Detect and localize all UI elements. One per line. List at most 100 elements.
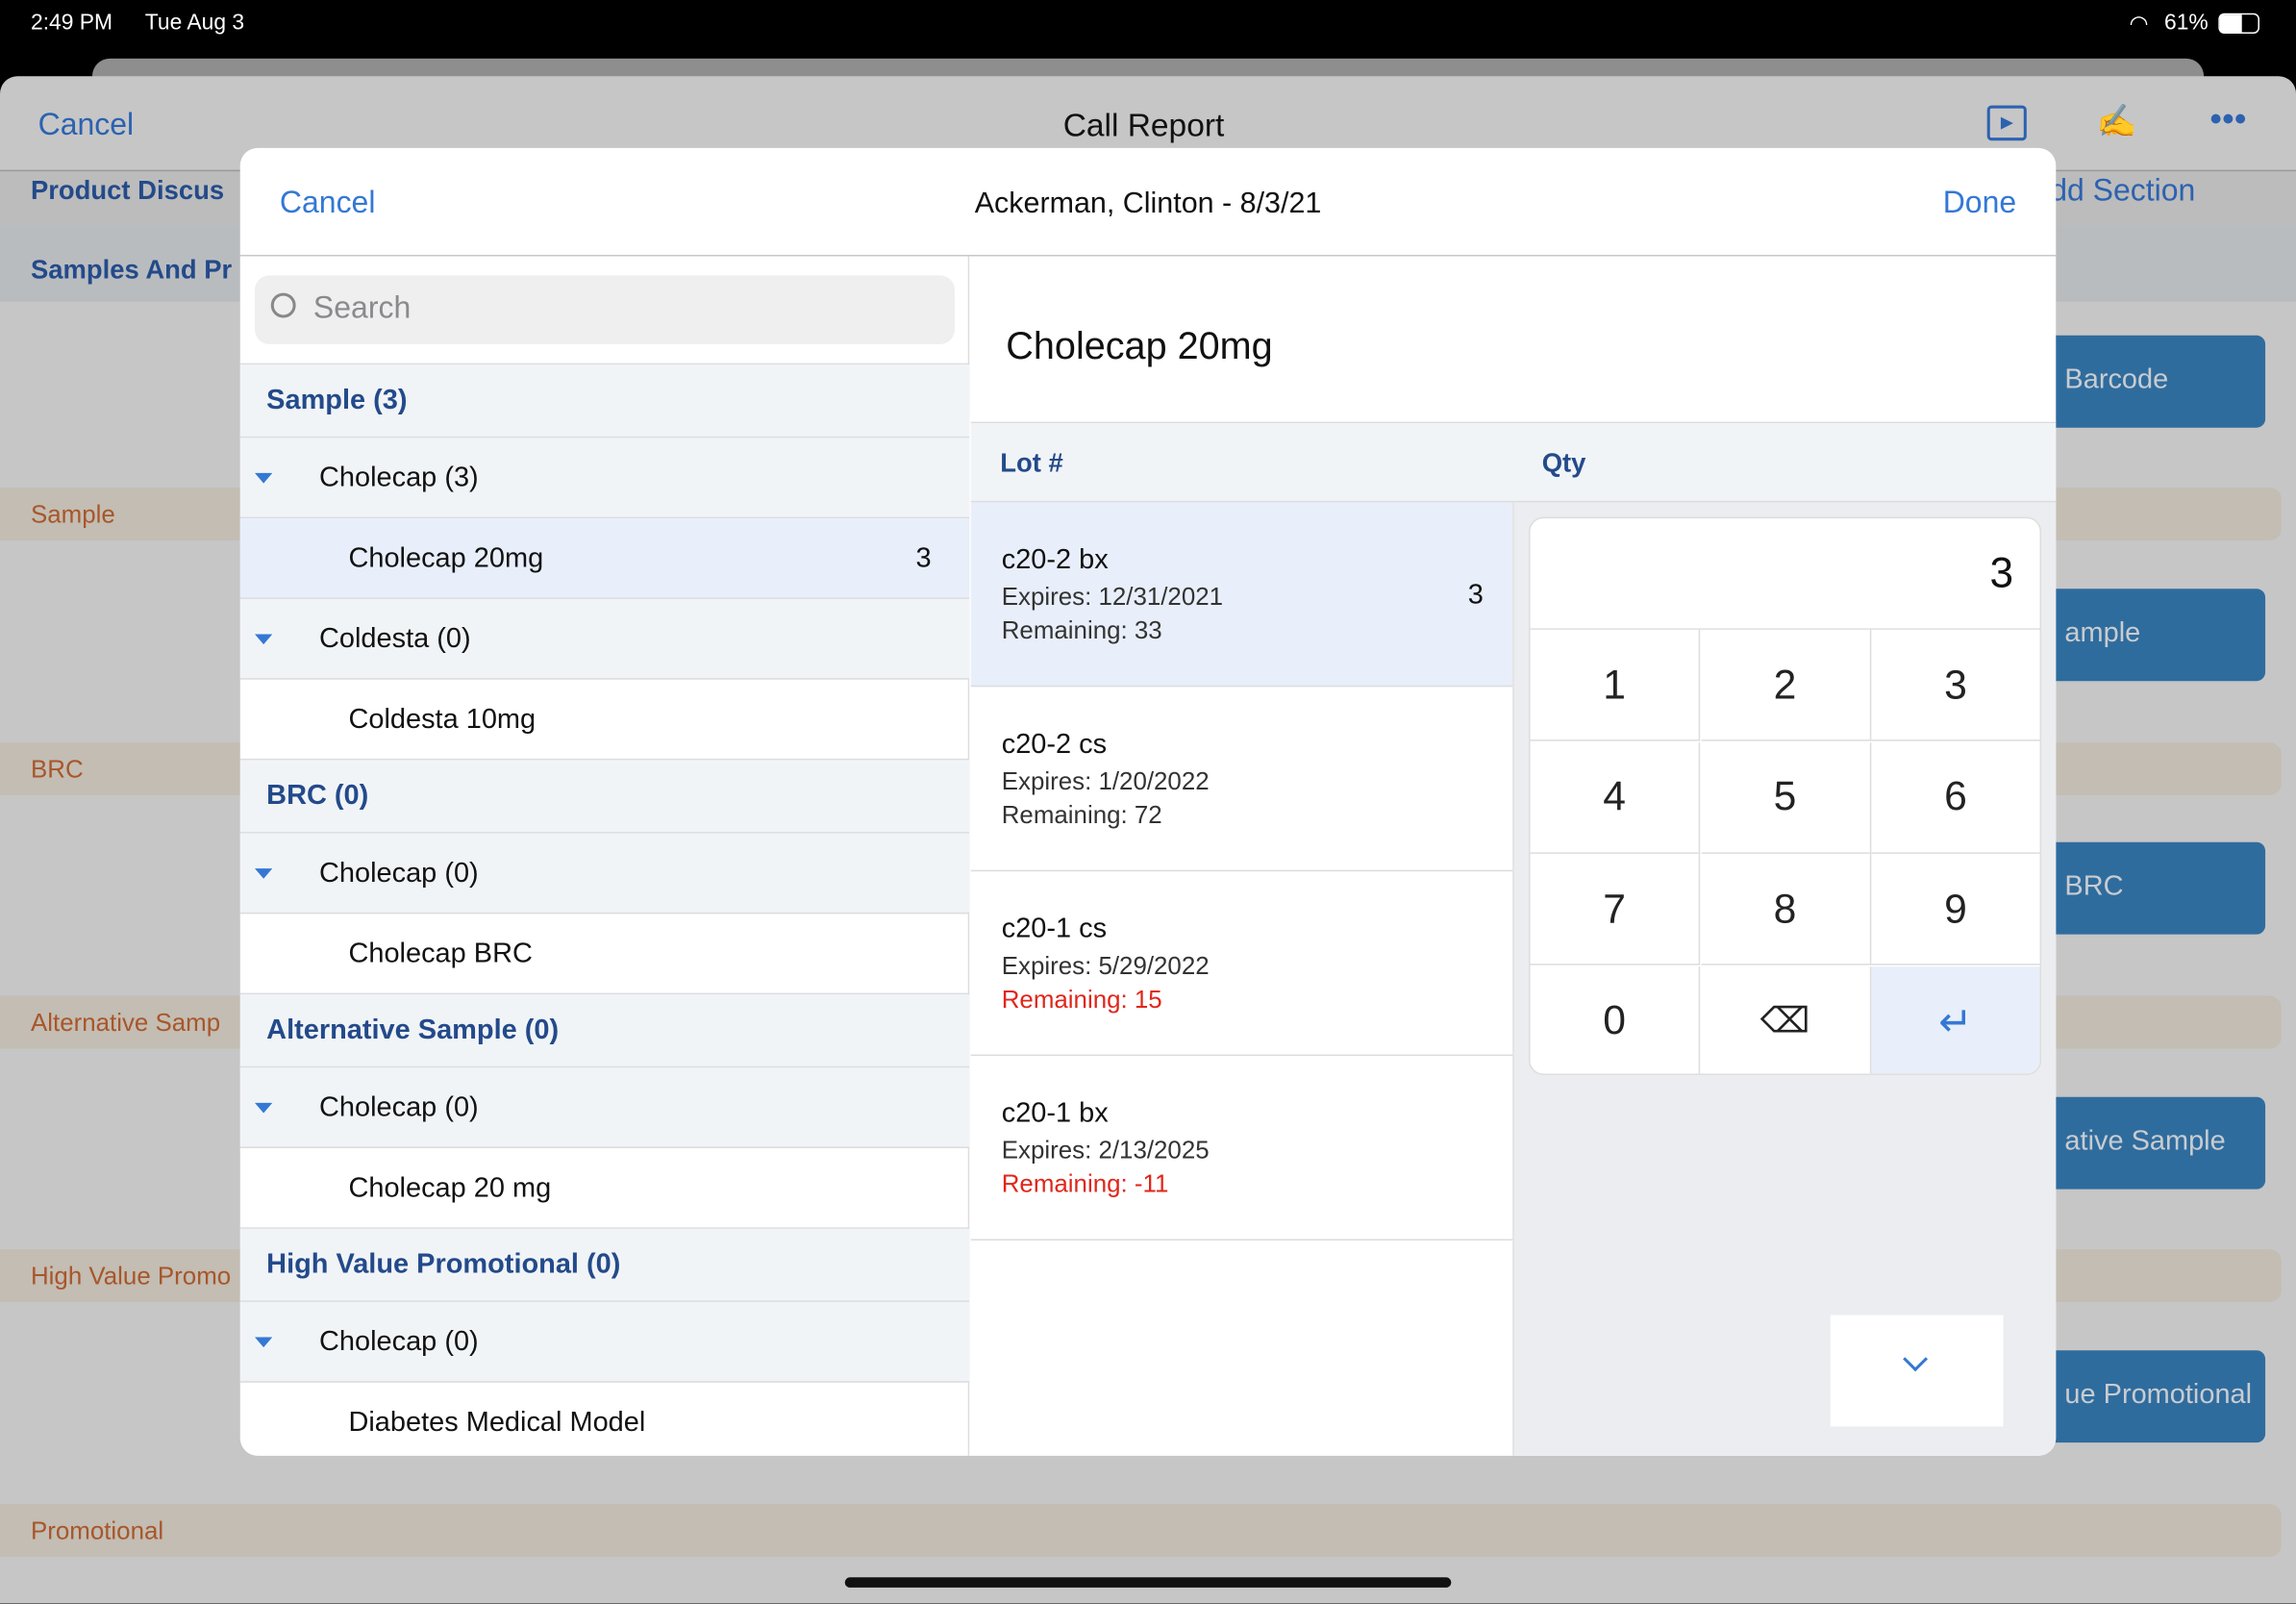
product-tree: Search Sample (3) Cholecap (3) Cholecap 20… <box>239 256 970 1456</box>
lot-name: c20-1 cs <box>1001 914 1108 945</box>
tree-group-header[interactable]: Sample (3) <box>239 364 970 439</box>
bg-promo-button[interactable]: ue Promotional <box>2020 1350 2266 1443</box>
sample-modal: Cancel Ackerman, Clinton - 8/3/21 Done S… <box>239 147 2057 1456</box>
tree-item-label: Diabetes Medical Model <box>348 1406 646 1438</box>
bg-cancel-button[interactable]: Cancel <box>37 108 135 142</box>
lot-list: c20-2 bx Expires: 12/31/2021 Remaining: … <box>970 502 1514 1456</box>
lot-column-header: Lot # <box>1000 448 1063 478</box>
tree-product-item[interactable]: Coldesta 10mg <box>239 680 970 761</box>
bg-alt-sample-button[interactable]: ative Sample <box>2020 1096 2266 1190</box>
disclosure-triangle-icon[interactable] <box>255 472 273 484</box>
tree-item-label: Cholecap (3) <box>319 462 479 493</box>
modal-header: Cancel Ackerman, Clinton - 8/3/21 Done <box>239 148 2057 257</box>
key-4[interactable]: 4 <box>1530 741 1701 854</box>
lot-row[interactable]: c20-2 cs Expires: 1/20/2022 Remaining: 7… <box>970 687 1513 872</box>
tree-item-label: BRC (0) <box>266 780 369 812</box>
lot-qty: 3 <box>1467 580 1484 612</box>
tree-item-label: Cholecap (0) <box>319 1326 479 1358</box>
lot-name: c20-1 bx <box>1001 1098 1109 1130</box>
keypad: 3 1 2 3 4 5 6 7 8 9 0 ⌫ ↵ <box>1529 516 2042 1075</box>
status-date: Tue Aug 3 <box>144 10 245 36</box>
tree-parent-item[interactable]: Cholecap (3) <box>239 438 970 519</box>
strip-label: Sample <box>30 500 115 529</box>
tree-parent-item[interactable]: Cholecap (0) <box>239 1301 970 1383</box>
key-8[interactable]: 8 <box>1700 853 1871 965</box>
lot-expires: Expires: 5/29/2022 <box>1001 951 1210 980</box>
chevron-down-icon <box>1903 1346 1929 1372</box>
lot-row[interactable]: c20-2 bx Expires: 12/31/2021 Remaining: … <box>970 502 1513 688</box>
tree-product-item[interactable]: Cholecap 20 mg <box>239 1148 970 1229</box>
strip-label: Promotional <box>30 1516 164 1545</box>
lot-row[interactable]: c20-1 bx Expires: 2/13/2025 Remaining: -… <box>970 1056 1513 1241</box>
keypad-panel: 3 1 2 3 4 5 6 7 8 9 0 ⌫ ↵ <box>1513 502 2057 1456</box>
tree-item-label: Sample (3) <box>266 385 408 416</box>
collapse-keypad-button[interactable] <box>1830 1315 2004 1427</box>
return-icon: ↵ <box>1938 997 1973 1044</box>
tree-parent-item[interactable]: Coldesta (0) <box>239 598 970 680</box>
tree-parent-item[interactable]: Cholecap (0) <box>239 1067 970 1149</box>
strip-label: Alternative Samp <box>30 1009 221 1038</box>
add-section-button[interactable]: dd Section <box>2050 174 2196 209</box>
key-3[interactable]: 3 <box>1871 629 2040 741</box>
tree-item-count: 3 <box>915 542 932 574</box>
lot-row[interactable]: c20-1 cs Expires: 5/29/2022 Remaining: 1… <box>970 871 1513 1057</box>
disclosure-triangle-icon[interactable] <box>255 1337 273 1348</box>
disclosure-triangle-icon[interactable] <box>255 634 273 645</box>
bg-strip: Promotional <box>0 1504 2282 1557</box>
home-indicator <box>844 1577 1452 1588</box>
bg-barcode-button[interactable]: Barcode <box>2020 335 2266 428</box>
bg-section-title: Samples And Pr <box>30 255 233 285</box>
key-7[interactable]: 7 <box>1530 853 1701 965</box>
tree-item-label: Coldesta (0) <box>319 623 471 655</box>
disclosure-triangle-icon[interactable] <box>255 1102 273 1114</box>
tree-item-label: Cholecap 20mg <box>348 542 544 574</box>
tree-item-label: Alternative Sample (0) <box>266 1015 560 1046</box>
tree-group-header[interactable]: High Value Promotional (0) <box>239 1228 970 1302</box>
battery-icon <box>2218 13 2259 35</box>
tree-item-label: Coldesta 10mg <box>348 703 537 735</box>
key-1[interactable]: 1 <box>1530 629 1701 741</box>
lot-name: c20-2 bx <box>1001 544 1109 576</box>
search-icon <box>270 292 296 318</box>
lot-remaining: Remaining: -11 <box>1001 1169 1169 1198</box>
key-5[interactable]: 5 <box>1700 741 1871 854</box>
disclosure-triangle-icon[interactable] <box>255 868 273 879</box>
tree-item-label: High Value Promotional (0) <box>266 1249 621 1281</box>
strip-label: BRC <box>30 755 84 784</box>
backspace-key[interactable]: ⌫ <box>1700 965 1871 1074</box>
done-button[interactable]: Done <box>1942 186 2017 220</box>
lot-remaining: Remaining: 15 <box>1001 985 1162 1014</box>
cancel-button[interactable]: Cancel <box>279 186 376 220</box>
tree-product-item[interactable]: Diabetes Medical Model <box>240 1383 969 1456</box>
video-icon[interactable]: ▶ <box>1986 105 2027 141</box>
lot-expires: Expires: 2/13/2025 <box>1001 1136 1210 1165</box>
tree-parent-item[interactable]: Cholecap (0) <box>239 833 970 915</box>
tree-item-label: Cholecap (0) <box>319 1091 479 1123</box>
qty-display[interactable]: 3 <box>1530 518 2040 630</box>
signature-icon[interactable]: ✍ <box>2096 102 2137 139</box>
qty-value: 3 <box>1989 550 2014 598</box>
strip-label: High Value Promo <box>30 1262 232 1291</box>
tree-product-item[interactable]: Cholecap BRC <box>239 914 970 995</box>
tree-product-item[interactable]: Cholecap 20mg 3 <box>239 518 970 599</box>
bg-section-title: Product Discus <box>30 175 225 206</box>
bg-sample-button[interactable]: ample <box>2020 589 2266 682</box>
key-6[interactable]: 6 <box>1871 741 2040 854</box>
enter-key[interactable]: ↵ <box>1871 965 2040 1074</box>
product-title: Cholecap 20mg <box>1006 323 1273 368</box>
battery-percent: 61% <box>2163 10 2209 36</box>
key-9[interactable]: 9 <box>1871 853 2040 965</box>
key-0[interactable]: 0 <box>1530 965 1701 1074</box>
search-placeholder: Search <box>312 291 412 326</box>
more-icon[interactable]: ••• <box>2209 99 2247 139</box>
wifi-icon: ◠ <box>2129 12 2149 38</box>
tree-group-header[interactable]: BRC (0) <box>239 760 970 834</box>
tree-item-label: Cholecap 20 mg <box>348 1172 552 1204</box>
tree-list: Sample (3) Cholecap (3) Cholecap 20mg 3 Cold… <box>239 363 970 1438</box>
qty-column-header: Qty <box>1541 448 1586 478</box>
tree-group-header[interactable]: Alternative Sample (0) <box>239 994 970 1068</box>
search-input[interactable]: Search <box>255 275 955 344</box>
bg-brc-button[interactable]: BRC <box>2020 841 2266 935</box>
key-2[interactable]: 2 <box>1700 629 1871 741</box>
